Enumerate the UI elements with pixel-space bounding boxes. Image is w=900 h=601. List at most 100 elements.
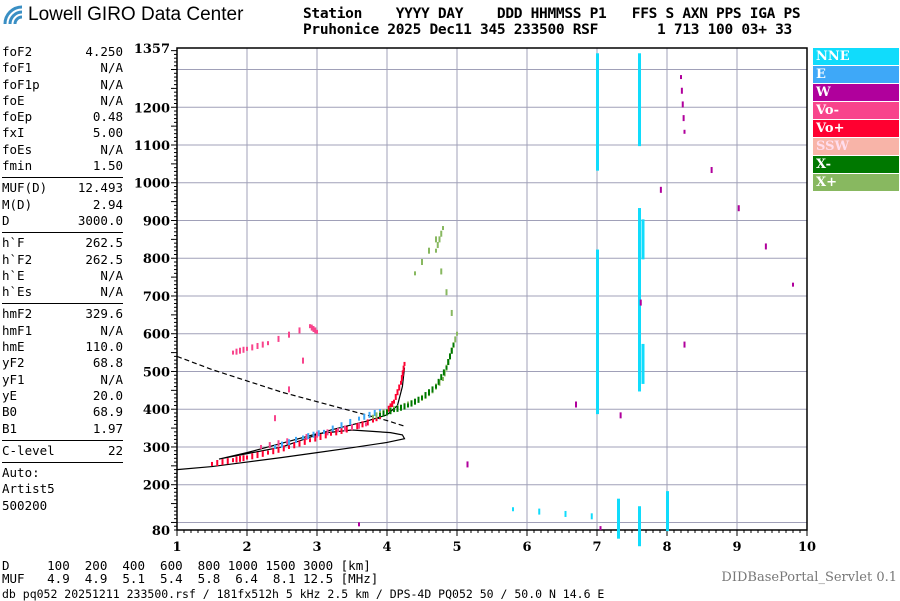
echo-point xyxy=(256,342,259,349)
param-row: hmF2 329.6 xyxy=(2,306,123,322)
echo-point xyxy=(379,412,381,417)
autoscaling-line: Artist5 xyxy=(2,481,55,497)
echo-point xyxy=(596,275,599,316)
param-value: 12.493 xyxy=(77,180,123,196)
echo-point xyxy=(251,453,254,460)
echo-point xyxy=(442,226,444,231)
echo-point xyxy=(288,444,290,449)
echo-point xyxy=(596,94,599,135)
param-value: N/A xyxy=(100,92,123,108)
echo-point xyxy=(211,461,213,466)
echo-point xyxy=(638,53,641,94)
param-value: 0.48 xyxy=(92,109,123,125)
y-tick-label: 1000 xyxy=(134,177,170,192)
param-row: foF2 4.250 xyxy=(2,44,123,60)
x-tick-label: 9 xyxy=(732,540,741,555)
echo-point xyxy=(366,419,369,426)
echo-point xyxy=(232,350,234,355)
echo-point xyxy=(226,458,229,465)
y-tick-label: 400 xyxy=(143,403,170,418)
echo-point xyxy=(309,438,311,443)
echo-point xyxy=(221,459,224,466)
y-tick-label: 1100 xyxy=(134,139,170,154)
echo-point xyxy=(335,429,338,436)
echo-point xyxy=(314,327,317,334)
file-info: db pq052 20251211 233500.rsf / 181fx512h… xyxy=(2,587,605,601)
echo-point xyxy=(319,433,322,440)
echo-point xyxy=(512,507,514,512)
echo-point xyxy=(312,326,315,333)
echo-point xyxy=(326,429,329,436)
echo-point xyxy=(261,341,264,348)
param-name: foF1 xyxy=(2,60,33,76)
echo-point xyxy=(281,441,283,448)
echo-point xyxy=(349,418,352,425)
echo-point xyxy=(538,508,541,515)
echo-point xyxy=(456,331,458,336)
distance-row: D 100 200 400 600 800 1000 1500 3000 [km… xyxy=(2,558,371,573)
param-value: N/A xyxy=(100,141,123,157)
echo-point xyxy=(305,434,308,441)
param-name: h`F2 xyxy=(2,251,33,267)
echo-point xyxy=(435,384,437,389)
echo-point xyxy=(303,438,306,445)
echo-point xyxy=(450,309,453,316)
param-row: yF1 N/A xyxy=(2,372,123,388)
echo-point xyxy=(298,327,301,334)
echo-point xyxy=(403,361,406,366)
echo-point xyxy=(680,87,683,94)
echo-point xyxy=(307,433,310,440)
param-row: foEs N/A xyxy=(2,142,123,158)
echo-point xyxy=(274,444,276,449)
param-row: MUF(D) 12.493 xyxy=(2,180,123,196)
echo-point xyxy=(256,452,259,459)
echo-point xyxy=(323,429,325,434)
param-name: foEp xyxy=(2,109,33,125)
param-value: 5.00 xyxy=(92,125,123,141)
param-row: C-level 22 xyxy=(2,443,123,459)
echo-point xyxy=(438,236,441,243)
echo-point xyxy=(235,348,238,355)
param-name: h`Es xyxy=(2,284,33,300)
echo-point xyxy=(295,436,297,443)
param-name: yF2 xyxy=(2,355,25,371)
echo-point xyxy=(293,442,296,449)
echo-point xyxy=(340,427,343,434)
echo-point xyxy=(401,370,404,377)
echo-point xyxy=(372,414,374,419)
legend-item-nne: NNE xyxy=(813,48,899,65)
echo-point xyxy=(638,208,641,249)
echo-point xyxy=(310,324,313,331)
echo-point xyxy=(402,365,405,372)
param-value: N/A xyxy=(100,284,123,300)
echo-point xyxy=(272,448,275,455)
echo-point xyxy=(596,130,599,171)
echo-point xyxy=(365,422,367,427)
echo-point xyxy=(638,79,641,120)
x-tick-label: 6 xyxy=(522,540,531,555)
param-row: hmE 110.0 xyxy=(2,339,123,355)
echo-point xyxy=(358,416,360,421)
echo-point xyxy=(440,374,443,381)
echo-point xyxy=(424,392,427,399)
param-name: yF1 xyxy=(2,371,25,387)
y-tick-label: 500 xyxy=(143,365,170,380)
echo-point xyxy=(596,374,599,415)
param-name: h`F xyxy=(2,235,25,251)
echo-point xyxy=(435,236,437,243)
echo-point xyxy=(324,432,327,439)
echo-point xyxy=(298,440,301,447)
echo-point xyxy=(447,359,450,366)
echo-point xyxy=(414,271,416,276)
echo-point xyxy=(316,431,318,438)
echo-point xyxy=(638,275,641,316)
echo-point xyxy=(351,424,353,431)
separator xyxy=(2,177,123,179)
logo: Lowell GIRO Data Center xyxy=(2,4,243,26)
separator xyxy=(2,303,123,305)
param-row: hmF1 N/A xyxy=(2,323,123,339)
legend-item-xplus: X+ xyxy=(813,174,899,191)
echo-point xyxy=(391,401,394,408)
echo-point xyxy=(641,219,645,260)
